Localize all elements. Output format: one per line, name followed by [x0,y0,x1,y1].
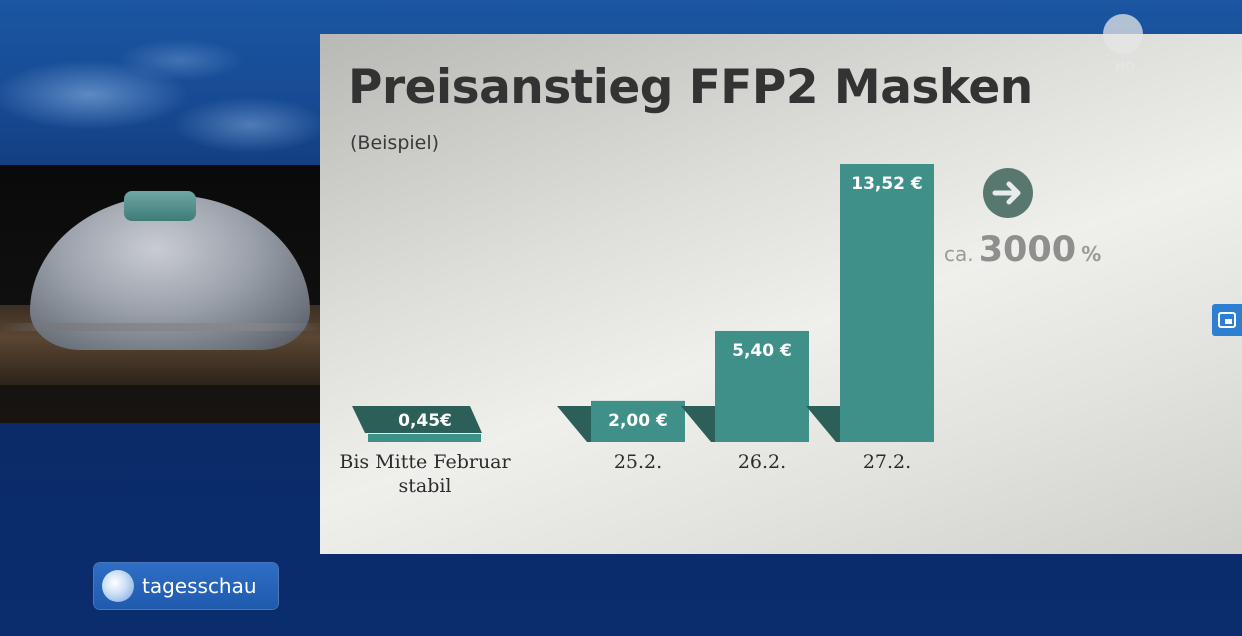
arrow-right-icon [983,168,1033,218]
bar-1 [591,400,685,442]
channel-logo-disc [1103,14,1143,54]
category-label-3: 27.2. [863,451,911,473]
bar-chart: 0,45€ Bis Mitte Februar stabil 2,00 € 25.2. 5… [339,164,934,497]
mask-valve [124,191,196,221]
category-label-1-line-0: 25.2. [614,451,662,473]
mask-strap [0,323,322,331]
bar-3 [840,164,934,442]
bar-shadow-2 [681,406,715,442]
brand-name: tagesschau [142,574,257,598]
increase-unit: % [1081,242,1102,266]
value-label-1: 2,00 € [608,411,668,431]
bar-0-tag [352,406,482,433]
category-label-1: 25.2. [614,451,662,473]
increase-prefix: ca. [944,242,974,266]
ard-one-logo-icon: HD [1103,14,1147,84]
bar-shadow-3 [806,406,840,442]
tagesschau-logo-icon [102,570,134,602]
category-label-3-line-0: 27.2. [863,451,911,473]
value-label-3: 13,52 € [851,174,923,194]
screen-mode-icon[interactable] [1212,304,1242,336]
bar-0-strip [368,434,481,442]
chart-title: Preisanstieg FFP2 Masken [348,60,1033,115]
category-label-0-line-0: Bis Mitte Februar [339,451,511,473]
value-label-2: 5,40 € [732,341,792,361]
ffp2-mask-photo [0,165,322,423]
bar-2 [715,330,809,442]
chart-subtitle: (Beispiel) [350,132,440,154]
chart-card: Preisanstieg FFP2 Masken (Beispiel) 0,45… [320,34,1242,554]
bar-shadow-1 [557,406,591,442]
tagesschau-brand: tagesschau [94,563,278,609]
hd-badge: HD [1115,60,1136,74]
category-label-2-line-0: 26.2. [738,451,786,473]
value-label-0: 0,45€ [398,411,452,431]
category-label-0: Bis Mitte Februar stabil [339,451,511,497]
category-label-2: 26.2. [738,451,786,473]
increase-value: 3000 [978,230,1077,270]
bar-0 [352,406,482,442]
increase-annotation: ca. 3000 % [944,230,1101,270]
category-label-0-line-1: stabil [398,475,451,497]
